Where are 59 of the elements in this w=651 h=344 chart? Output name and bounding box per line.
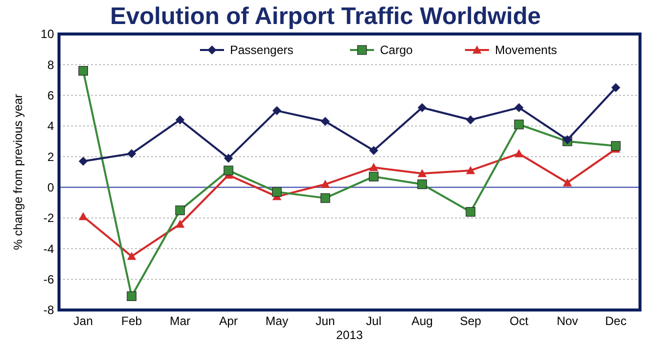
point [224,154,233,163]
y-tick-label: -6 [43,272,54,287]
legend-label: Movements [495,43,558,58]
y-tick-label: 4 [47,119,54,134]
legend-label: Cargo [380,43,414,58]
x-tick-label: Nov [556,314,578,328]
point [176,220,185,228]
y-tick-label: -2 [43,211,54,226]
legend-label: Passengers [230,43,294,58]
point [466,166,476,174]
point [320,180,330,188]
x-tick-label: Oct [510,314,529,328]
point [466,115,476,124]
point [320,116,330,126]
point [514,120,524,130]
x-tick-label: Feb [121,314,142,328]
point [514,103,524,112]
x-tick-label: Jan [74,314,93,328]
point [126,291,136,301]
point [78,156,88,166]
point [418,169,427,178]
x-tick-label: Mar [170,314,190,328]
x-tick-label: Aug [411,314,433,328]
y-tick-label: -4 [43,242,54,256]
point [368,172,379,182]
point [78,66,88,76]
x-tick-label: Jul [366,314,382,328]
y-tick-label: 10 [40,27,54,42]
point [78,212,88,220]
point [369,162,378,171]
point [417,179,427,190]
y-axis-title: % change from previous year [11,94,25,250]
x-tick-label: Sep [460,314,482,328]
x-tick-label: Apr [219,314,238,328]
y-tick-label: 0 [47,180,54,195]
point [610,141,621,151]
point [272,106,282,116]
point [175,206,185,216]
point [176,115,185,124]
point [611,83,620,92]
y-tick-label: 8 [47,58,54,72]
point [369,146,378,156]
point [514,149,524,158]
point [224,166,234,176]
x-axis-title: 2013 [336,328,364,342]
point [320,193,330,203]
point [127,149,136,158]
x-tick-label: Jun [316,314,335,328]
point [466,207,476,217]
y-tick-label: 6 [47,88,54,103]
point [272,187,282,197]
point [127,252,136,260]
x-tick-label: Dec [605,314,626,328]
y-tick-label: -8 [43,303,54,318]
point [562,178,572,186]
chart-title: Evolution of Airport Traffic Worldwide [110,3,541,30]
point [418,103,427,112]
y-tick-label: 2 [47,150,54,164]
x-tick-label: May [266,314,288,328]
